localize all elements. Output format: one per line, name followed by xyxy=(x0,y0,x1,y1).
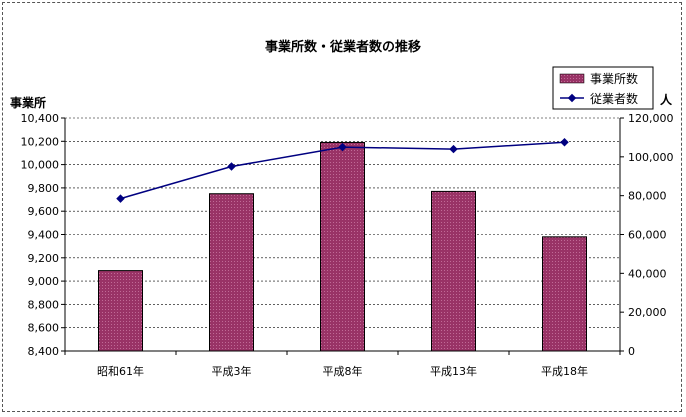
legend-bar-swatch xyxy=(559,73,585,84)
line-point xyxy=(338,142,347,152)
right-axis-ticks: 0 20,000 40,000 60,000 80,000 100,000 120,000 xyxy=(628,112,674,358)
left-axis-ticks: 8,400 8,600 8,800 9,000 9,200 9,400 9,600 9,800… xyxy=(21,112,60,358)
x-tick-label: 平成3年 xyxy=(212,364,252,378)
left-tick-label: 9,600 xyxy=(28,205,60,218)
left-axis-unit: 事業所 xyxy=(10,95,46,110)
chart-svg: 事業所数・従業者数の推移 事業所 人 8,400 8,600 8,800 9,000 9… xyxy=(10,39,674,378)
right-tick-label: 20,000 xyxy=(628,306,667,319)
x-tick-label: 平成18年 xyxy=(541,364,588,378)
bar xyxy=(431,190,476,352)
left-tick-label: 8,400 xyxy=(28,345,60,358)
x-axis-ticks: 昭和61年 平成3年 平成8年 平成13年 平成18年 xyxy=(97,364,588,378)
line-point xyxy=(227,162,236,171)
left-tick-label: 10,400 xyxy=(21,112,60,125)
right-tick-label: 80,000 xyxy=(628,190,667,203)
left-tick-label: 9,000 xyxy=(28,275,60,288)
x-tick-label: 平成8年 xyxy=(323,364,363,378)
left-tick-label: 9,800 xyxy=(28,182,60,195)
left-tick-label: 10,200 xyxy=(21,135,60,148)
right-tick-label: 0 xyxy=(628,345,635,358)
bar xyxy=(209,193,254,352)
right-axis-unit: 人 xyxy=(660,92,673,107)
line-series xyxy=(116,138,569,203)
right-tick-label: 40,000 xyxy=(628,267,667,280)
chart-frame: 事業所数・従業者数の推移 事業所 人 8,400 8,600 8,800 9,000 9… xyxy=(2,2,682,412)
right-tick-label: 100,000 xyxy=(628,151,674,164)
left-tick-label: 9,400 xyxy=(28,229,60,242)
x-tick-label: 平成13年 xyxy=(430,364,477,378)
left-tick-label: 9,200 xyxy=(28,252,60,265)
line-point xyxy=(560,138,569,147)
bar-series xyxy=(98,141,587,352)
line-point xyxy=(116,194,125,203)
legend-line-label: 従業者数 xyxy=(590,91,638,106)
legend-bar-label: 事業所数 xyxy=(590,71,638,86)
legend: 事業所数 従業者数 xyxy=(552,66,654,110)
x-tick-label: 昭和61年 xyxy=(97,364,144,378)
bar xyxy=(98,270,143,352)
axes xyxy=(61,117,624,355)
right-tick-label: 120,000 xyxy=(628,112,674,125)
chart-title: 事業所数・従業者数の推移 xyxy=(265,39,421,55)
right-tick-label: 60,000 xyxy=(628,229,667,242)
left-tick-label: 8,600 xyxy=(28,322,60,335)
line-point xyxy=(449,144,458,154)
left-tick-label: 10,000 xyxy=(21,159,60,172)
bar xyxy=(542,236,587,352)
left-tick-label: 8,800 xyxy=(28,298,60,311)
bar xyxy=(320,141,365,352)
